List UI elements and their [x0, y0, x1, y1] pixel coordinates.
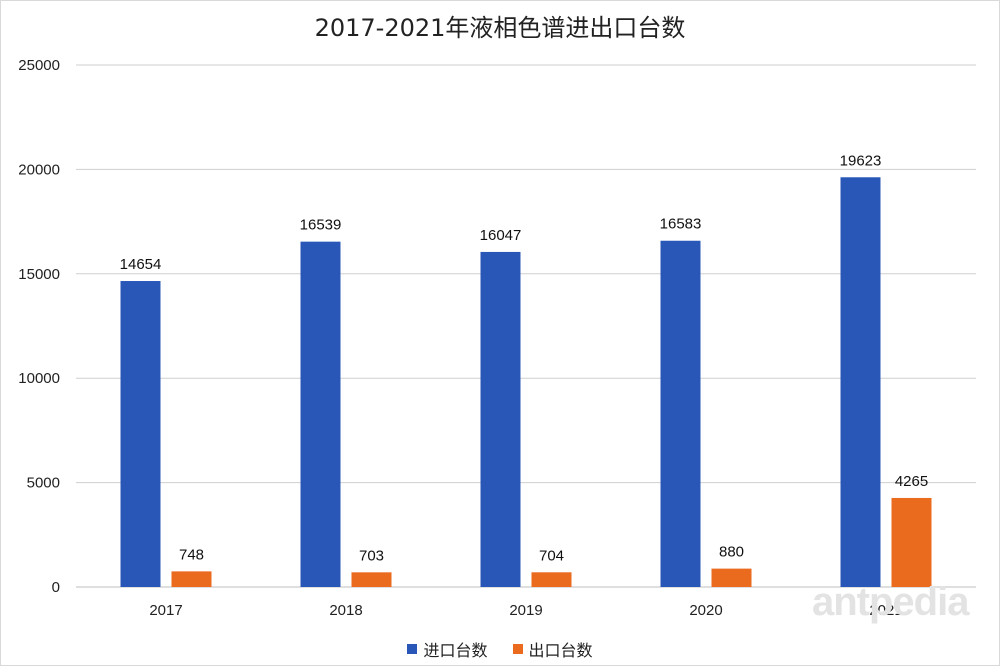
legend-swatch-export [512, 644, 523, 654]
data-label: 14654 [120, 256, 162, 273]
bar-import [840, 177, 881, 587]
legend-item-export: 出口台数 [512, 637, 593, 661]
data-label: 16047 [480, 227, 522, 244]
bar-import [120, 281, 161, 587]
chart-title: 2017-2021年液相色谱进出口台数 [314, 14, 686, 42]
bar-export [171, 571, 212, 587]
y-tick-label: 10000 [18, 370, 60, 387]
legend: 进口台数 出口台数 [0, 637, 1000, 661]
x-tick-label: 2019 [509, 602, 542, 619]
data-label: 4265 [895, 473, 928, 490]
bar-export [531, 572, 572, 587]
x-tick-label: 2017 [149, 602, 182, 619]
x-tick-label: 2018 [329, 602, 362, 619]
bar-import [480, 251, 521, 587]
data-label: 16539 [300, 217, 342, 234]
data-label: 748 [179, 546, 204, 563]
data-label: 704 [539, 547, 564, 564]
bar-import [660, 240, 701, 588]
watermark-logo: antpedia [812, 580, 969, 624]
y-tick-label: 25000 [18, 57, 60, 74]
legend-label-export: 出口台数 [528, 641, 593, 660]
bar-import [300, 241, 341, 587]
y-tick-label: 15000 [18, 266, 60, 283]
bar-export [891, 497, 932, 587]
bar-export [711, 568, 752, 587]
legend-item-import: 进口台数 [407, 637, 487, 661]
data-label: 16583 [660, 216, 702, 233]
y-tick-label: 5000 [27, 475, 60, 492]
bar-export [351, 572, 392, 587]
x-tick-label: 2021 [869, 602, 902, 619]
y-tick-label: 0 [52, 579, 60, 596]
data-label: 703 [359, 547, 384, 564]
x-tick-label: 2020 [689, 602, 722, 619]
legend-label-import: 进口台数 [423, 641, 488, 660]
data-label: 880 [719, 544, 744, 561]
y-tick-label: 20000 [18, 161, 60, 178]
data-label: 19623 [840, 152, 882, 169]
legend-swatch-import [407, 644, 418, 654]
